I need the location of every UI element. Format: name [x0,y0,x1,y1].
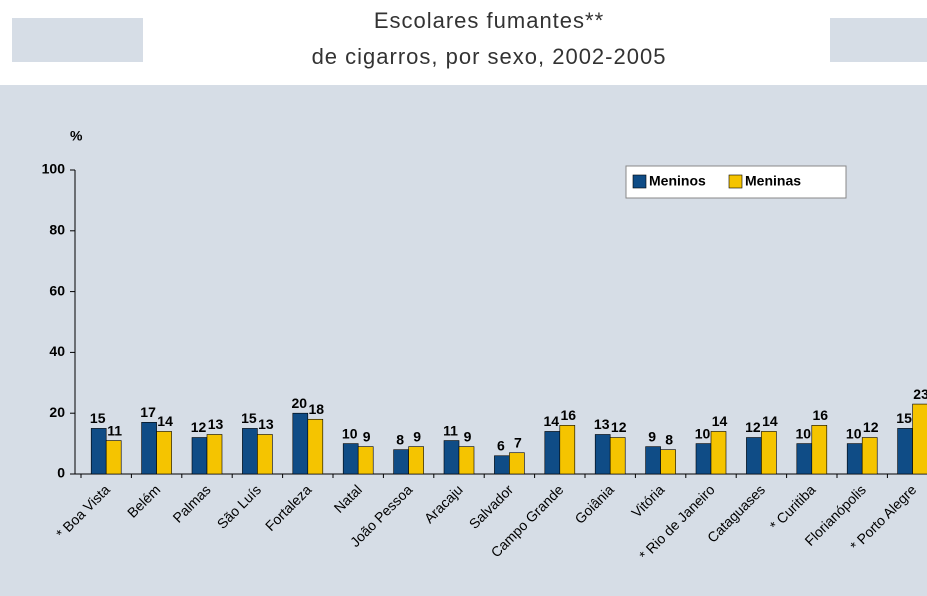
value-label: 9 [413,428,421,444]
value-label: 23 [913,386,927,402]
value-label: 13 [594,416,610,432]
value-label: 8 [396,431,404,447]
legend-swatch [632,174,647,189]
value-label: 14 [157,413,173,429]
bar [307,418,324,475]
decor-box [830,18,927,62]
bar [897,428,913,475]
y-tick-label: 80 [49,222,65,238]
value-label: 9 [648,428,656,444]
value-label: 14 [544,413,560,429]
value-label: 15 [241,410,257,426]
value-label: 9 [464,428,472,444]
value-label: 11 [443,422,458,438]
y-tick-label: 100 [42,161,66,177]
value-label: 10 [695,425,711,441]
bar [141,422,157,475]
bar [408,446,424,475]
value-label: 18 [309,401,325,417]
y-tick-label: 60 [49,282,65,298]
bar [105,440,122,475]
bar [846,443,863,475]
y-tick-label: 20 [49,404,65,420]
bar [90,428,107,475]
bar [710,431,727,475]
bar [191,437,208,475]
bar [761,431,777,475]
value-label: 14 [712,413,728,429]
y-tick-label: 40 [49,343,65,359]
value-label: 11 [107,422,122,438]
bar [796,443,813,475]
decor-box [12,18,143,62]
bar [458,446,475,475]
value-label: 12 [863,419,879,435]
bar [609,437,626,475]
value-label: 12 [191,419,207,435]
value-label: 13 [208,416,224,432]
value-label: 15 [90,410,106,426]
bar [811,425,828,475]
value-label: 12 [745,419,761,435]
bar [645,446,661,475]
legend-label: Meninas [745,173,801,189]
bar [292,412,309,475]
bar [594,434,611,475]
value-label: 16 [813,407,829,423]
value-label: 14 [762,413,778,429]
bar [443,440,460,475]
bar [357,446,374,475]
bar [342,443,359,475]
bar [494,455,510,475]
bar [509,452,525,475]
bar [156,431,172,475]
bar [206,434,223,475]
value-label: 16 [561,407,577,423]
value-label: 13 [258,416,274,432]
chart-title: Escolares fumantes** [374,8,604,33]
value-label: 10 [796,425,812,441]
legend-label: Meninos [649,173,706,189]
value-label: 9 [363,428,371,444]
bar [912,403,927,475]
value-label: 15 [896,410,912,426]
bar [559,425,576,475]
value-label: 12 [611,419,627,435]
legend-swatch [728,174,743,189]
value-label: 10 [846,425,862,441]
value-label: 8 [665,431,673,447]
bar [695,443,712,475]
y-axis-label: % [70,128,83,144]
bar [660,449,676,475]
bar [861,437,878,475]
value-label: 6 [497,437,505,453]
bar [242,428,258,475]
bar [544,431,561,475]
bar [746,437,762,475]
value-label: 10 [342,425,358,441]
value-label: 17 [140,404,156,420]
bar [393,449,409,475]
y-tick-label: 0 [57,465,65,481]
chart-subtitle: de cigarros, por sexo, 2002-2005 [312,44,667,69]
value-label: 7 [514,434,522,450]
bar [257,434,273,475]
value-label: 20 [292,395,308,411]
